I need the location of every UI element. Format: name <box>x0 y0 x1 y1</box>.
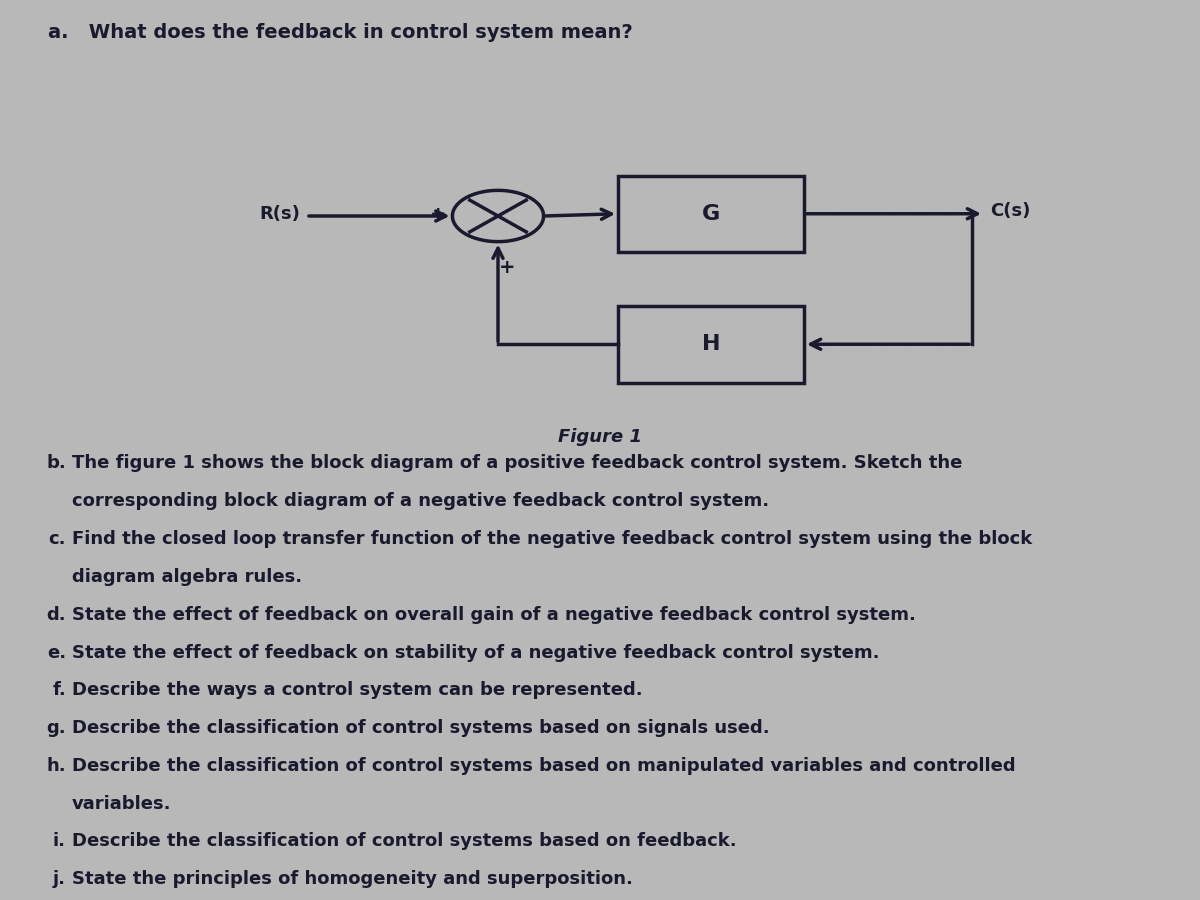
Text: +: + <box>499 257 516 277</box>
Text: c.: c. <box>48 530 66 548</box>
Text: d.: d. <box>47 606 66 624</box>
Text: e.: e. <box>47 644 66 662</box>
Text: G: G <box>702 203 720 224</box>
Text: State the effect of feedback on overall gain of a negative feedback control syst: State the effect of feedback on overall … <box>72 606 916 624</box>
Text: corresponding block diagram of a negative feedback control system.: corresponding block diagram of a negativ… <box>72 492 769 510</box>
Text: i.: i. <box>53 832 66 850</box>
Text: j.: j. <box>53 870 66 888</box>
Text: Describe the classification of control systems based on feedback.: Describe the classification of control s… <box>72 832 737 850</box>
Text: a.   What does the feedback in control system mean?: a. What does the feedback in control sys… <box>48 22 632 41</box>
Text: State the principles of homogeneity and superposition.: State the principles of homogeneity and … <box>72 870 632 888</box>
Text: Describe the classification of control systems based on signals used.: Describe the classification of control s… <box>72 719 769 737</box>
Text: R(s): R(s) <box>259 205 300 223</box>
Bar <box>618 306 804 382</box>
Bar <box>618 176 804 252</box>
Text: Figure 1: Figure 1 <box>558 428 642 446</box>
Text: h.: h. <box>47 757 66 775</box>
Text: Find the closed loop transfer function of the negative feedback control system u: Find the closed loop transfer function o… <box>72 530 1032 548</box>
Text: f.: f. <box>53 681 66 699</box>
Text: diagram algebra rules.: diagram algebra rules. <box>72 568 302 586</box>
Text: Describe the classification of control systems based on manipulated variables an: Describe the classification of control s… <box>72 757 1015 775</box>
Text: b.: b. <box>47 454 66 472</box>
Text: variables.: variables. <box>72 795 172 813</box>
Text: State the effect of feedback on stability of a negative feedback control system.: State the effect of feedback on stabilit… <box>72 644 880 662</box>
Text: Describe the ways a control system can be represented.: Describe the ways a control system can b… <box>72 681 643 699</box>
Text: +: + <box>430 204 446 224</box>
Text: g.: g. <box>47 719 66 737</box>
Text: C(s): C(s) <box>990 202 1031 220</box>
Text: The figure 1 shows the block diagram of a positive feedback control system. Sket: The figure 1 shows the block diagram of … <box>72 454 962 472</box>
Text: H: H <box>702 334 720 355</box>
